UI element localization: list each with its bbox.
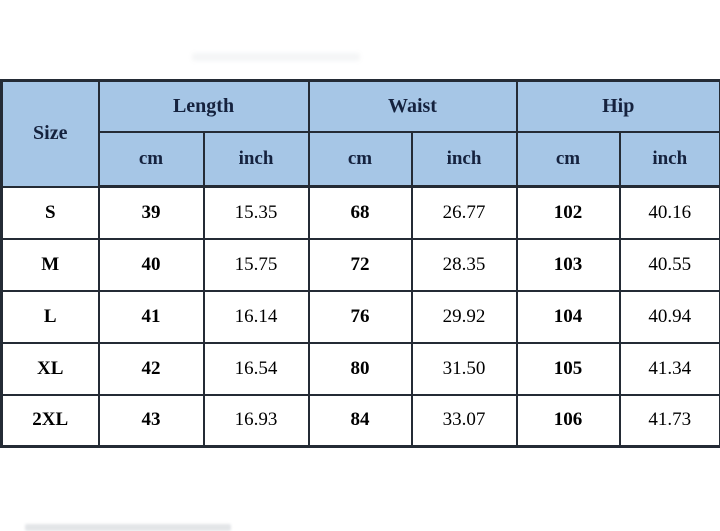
- cell-length-inch: 15.35: [202, 185, 310, 240]
- group-header-hip: Hip: [515, 79, 720, 133]
- cell-waist-cm: 84: [307, 393, 413, 448]
- unit-header-length-cm: cm: [97, 130, 205, 188]
- unit-header-length-inch: inch: [202, 130, 310, 188]
- unit-header-waist-inch: inch: [410, 130, 518, 188]
- cell-waist-inch: 28.35: [410, 237, 518, 292]
- cell-hip-cm: 102: [515, 185, 621, 240]
- table-row: L 41 16.14 76 29.92 104 40.94: [0, 289, 720, 344]
- cell-waist-inch: 26.77: [410, 185, 518, 240]
- table-row: S 39 15.35 68 26.77 102 40.16: [0, 185, 720, 240]
- cell-length-cm: 42: [97, 341, 205, 396]
- unit-header-waist-cm: cm: [307, 130, 413, 188]
- cell-hip-inch: 40.55: [618, 237, 720, 292]
- header-group-row: Size Length Waist Hip: [0, 79, 720, 188]
- watermark-remnant-top: [192, 53, 360, 61]
- cell-waist-cm: 80: [307, 341, 413, 396]
- group-header-waist: Waist: [307, 79, 518, 133]
- row-label: M: [0, 237, 100, 292]
- cell-waist-inch: 33.07: [410, 393, 518, 448]
- size-column-header: Size: [0, 79, 100, 188]
- row-label: S: [0, 185, 100, 240]
- cell-waist-inch: 29.92: [410, 289, 518, 344]
- cell-hip-cm: 103: [515, 237, 621, 292]
- table-row: XL 42 16.54 80 31.50 105 41.34: [0, 341, 720, 396]
- cell-length-cm: 39: [97, 185, 205, 240]
- group-header-length: Length: [97, 79, 310, 133]
- table-row: 2XL 43 16.93 84 33.07 106 41.73: [0, 393, 720, 448]
- cell-hip-cm: 106: [515, 393, 621, 448]
- row-label: XL: [0, 341, 100, 396]
- row-label: L: [0, 289, 100, 344]
- table-row: M 40 15.75 72 28.35 103 40.55: [0, 237, 720, 292]
- cell-waist-inch: 31.50: [410, 341, 518, 396]
- cell-hip-cm: 104: [515, 289, 621, 344]
- cell-length-inch: 16.14: [202, 289, 310, 344]
- cell-length-inch: 16.93: [202, 393, 310, 448]
- row-label: 2XL: [0, 393, 100, 448]
- cell-length-cm: 40: [97, 237, 205, 292]
- cell-waist-cm: 72: [307, 237, 413, 292]
- cell-waist-cm: 68: [307, 185, 413, 240]
- size-chart-table: Size Length Waist Hip cm inch cm inch cm…: [0, 79, 720, 448]
- unit-header-hip-cm: cm: [515, 130, 621, 188]
- cell-length-inch: 16.54: [202, 341, 310, 396]
- watermark-remnant-bottom: [25, 524, 231, 531]
- cell-length-cm: 41: [97, 289, 205, 344]
- cell-hip-inch: 40.94: [618, 289, 720, 344]
- cell-hip-inch: 41.34: [618, 341, 720, 396]
- cell-length-inch: 15.75: [202, 237, 310, 292]
- table-body: S 39 15.35 68 26.77 102 40.16 M 40 15.75…: [0, 185, 720, 448]
- cell-hip-inch: 41.73: [618, 393, 720, 448]
- unit-header-hip-inch: inch: [618, 130, 720, 188]
- header-units-row: cm inch cm inch cm inch: [2, 130, 720, 188]
- cell-length-cm: 43: [97, 393, 205, 448]
- table-header: Size Length Waist Hip cm inch cm inch cm…: [0, 79, 720, 188]
- cell-waist-cm: 76: [307, 289, 413, 344]
- cell-hip-cm: 105: [515, 341, 621, 396]
- cell-hip-inch: 40.16: [618, 185, 720, 240]
